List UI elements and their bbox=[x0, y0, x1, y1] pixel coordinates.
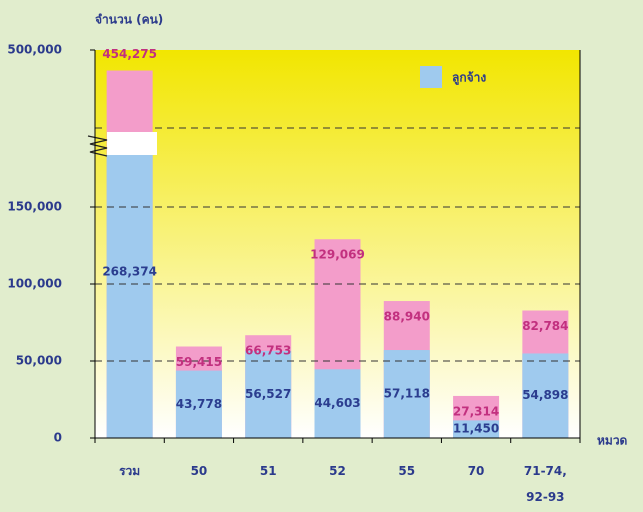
legend-swatch bbox=[420, 66, 442, 88]
y-tick-label: 150,000 bbox=[7, 200, 62, 214]
bars bbox=[106, 70, 569, 438]
bar bbox=[383, 350, 430, 438]
y-tick-label: 50,000 bbox=[16, 354, 62, 368]
x-tick-label: 71-74, 92-93 bbox=[523, 464, 567, 504]
y-tick-label: 0 bbox=[54, 431, 62, 445]
x-tick-label: 52 bbox=[329, 464, 346, 478]
x-tick-label: 55 bbox=[398, 464, 416, 478]
value-label: 59,415 bbox=[176, 355, 222, 369]
value-label: 454,275 bbox=[102, 47, 157, 61]
value-label: 57,118 bbox=[384, 387, 430, 401]
legend-label: ลูกจ้าง bbox=[452, 71, 486, 86]
x-tick-label: 70 bbox=[467, 464, 485, 478]
value-label: 129,069 bbox=[310, 248, 365, 262]
value-label: 54,898 bbox=[522, 388, 568, 402]
bar bbox=[453, 420, 500, 438]
x-tick-label: 50 bbox=[190, 464, 208, 478]
bar bbox=[522, 353, 569, 438]
y-tick-label: 500,000 bbox=[7, 43, 62, 57]
x-tick-label: 51 bbox=[259, 464, 277, 478]
value-label: 268,374 bbox=[102, 265, 157, 279]
x-tick-label: รวม bbox=[119, 464, 141, 478]
value-label: 82,784 bbox=[522, 319, 568, 333]
value-label: 43,778 bbox=[176, 397, 222, 411]
value-label: 56,527 bbox=[245, 387, 291, 401]
bar bbox=[314, 369, 361, 438]
value-label: 27,314 bbox=[453, 404, 499, 418]
axis-break-mark bbox=[87, 135, 108, 157]
value-label: 11,450 bbox=[453, 422, 499, 436]
axis-break bbox=[107, 132, 157, 155]
bar bbox=[245, 350, 292, 438]
x-axis-label: หมวด bbox=[597, 434, 628, 448]
chart-title: จำนวน (คน) bbox=[95, 13, 163, 27]
value-label: 66,753 bbox=[245, 344, 291, 358]
value-label: 44,603 bbox=[314, 396, 360, 410]
y-tick-label: 100,000 bbox=[7, 277, 62, 291]
bar bbox=[175, 370, 222, 438]
bar bbox=[106, 153, 153, 438]
value-label: 88,940 bbox=[384, 310, 430, 324]
